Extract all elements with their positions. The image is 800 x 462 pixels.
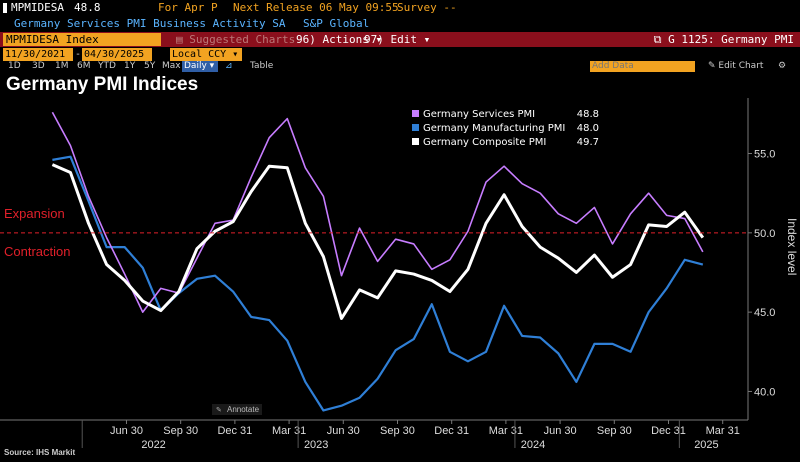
page-title: Germany PMI Indices xyxy=(6,74,199,95)
chevron-down-icon: ▾ xyxy=(416,33,431,46)
y-tick-label: 40.0 xyxy=(754,386,775,398)
legend-name-composite: Germany Composite PMI xyxy=(423,137,546,148)
ticker-marker xyxy=(3,3,7,13)
date-separator: - xyxy=(75,49,82,60)
end-date-input[interactable]: 04/30/2025 xyxy=(82,48,152,61)
legend: Germany Services PMI 48.8 Germany Manufact… xyxy=(408,105,606,157)
legend-value-composite: 49.7 xyxy=(577,137,599,148)
frequency-label: Daily xyxy=(184,61,207,71)
x-tick-label: Jun 30 xyxy=(544,425,577,437)
expansion-label: Expansion xyxy=(4,206,65,221)
annotate-label: Annotate xyxy=(227,405,260,414)
command-bar: MPMIDESA Index ▤ Suggested Charts 96) Ac… xyxy=(0,32,800,47)
edit-label: 97) Edit xyxy=(364,33,417,46)
date-range-bar: 11/30/2021 - 04/30/2025 Local CCY ▾ xyxy=(0,48,800,61)
series-layer xyxy=(51,111,705,412)
pencil-icon: ✎ xyxy=(708,61,719,71)
line-chart-icon[interactable]: ⊿ xyxy=(225,61,233,71)
legend-swatch-services xyxy=(412,110,419,117)
contraction-label: Contraction xyxy=(4,244,70,259)
pmi-line-chart[interactable]: Expansion Contraction 40.0 45.0 50.0 55.0 J… xyxy=(0,98,800,448)
security-subtitle: Germany Services PMI Business Activity S… xyxy=(0,16,800,32)
suggested-charts-button[interactable]: ▤ Suggested Charts xyxy=(176,32,295,47)
y-ticks: 40.0 45.0 50.0 55.0 xyxy=(748,149,775,398)
legend-value-services: 48.8 xyxy=(577,109,599,120)
x-tick-label: Mar 31 xyxy=(272,425,306,437)
external-link-icon: ⧉ xyxy=(653,33,669,46)
annotate-icon: ✎ xyxy=(216,406,222,414)
series-line-manufacturing xyxy=(52,155,704,412)
table-button[interactable]: Table xyxy=(250,61,274,71)
suggested-icon: ▤ xyxy=(176,33,190,46)
x-tick-label: Jun 30 xyxy=(110,425,143,437)
x-tick-label: Mar 31 xyxy=(489,425,523,437)
period-max[interactable]: Max xyxy=(162,61,181,71)
series-line-services xyxy=(51,111,704,313)
security-input[interactable]: MPMIDESA Index xyxy=(3,33,161,46)
period-3d[interactable]: 3D xyxy=(32,61,45,71)
suggested-charts-label: Suggested Charts xyxy=(189,33,296,46)
y-tick-label: 45.0 xyxy=(754,307,775,319)
period-5y[interactable]: 5Y xyxy=(144,61,156,71)
start-date-input[interactable]: 11/30/2021 xyxy=(3,48,73,61)
x-tick-label: Sep 30 xyxy=(163,425,198,437)
series-line-composite xyxy=(51,163,705,320)
legend-name-services: Germany Services PMI xyxy=(423,109,535,120)
y-tick-label: 50.0 xyxy=(754,228,775,240)
function-label: G 1125: Germany PMI xyxy=(668,33,794,46)
edit-menu[interactable]: 97) Edit ▾ xyxy=(364,32,430,47)
x-tick-label: Sep 30 xyxy=(597,425,632,437)
ticker-value: 48.8 xyxy=(74,1,101,14)
y-axis-title: Index level xyxy=(785,218,799,275)
settings-icon[interactable]: ⚙ xyxy=(778,61,787,71)
x-year-label: 2022 xyxy=(141,439,165,448)
survey: Survey -- xyxy=(397,1,457,14)
ticker-line: MPMIDESA 48.8 For Apr P Next Release 06 … xyxy=(0,0,800,16)
x-tick-label: Sep 30 xyxy=(380,425,415,437)
actions-label: 96) Actions xyxy=(296,33,369,46)
x-tick-label: Dec 31 xyxy=(217,425,252,437)
ticker-symbol[interactable]: MPMIDESA xyxy=(11,1,64,14)
period-1m[interactable]: 1M xyxy=(55,61,69,71)
x-year-label: 2024 xyxy=(521,439,545,448)
period-ytd[interactable]: YTD xyxy=(98,61,116,71)
security-source: S&P Global xyxy=(303,17,370,30)
legend-swatch-manufacturing xyxy=(412,124,419,131)
next-release: Next Release 06 May 09:55 xyxy=(233,1,399,14)
currency-select[interactable]: Local CCY ▾ xyxy=(170,48,242,61)
period-6m[interactable]: 6M xyxy=(77,61,91,71)
currency-label: Local CCY xyxy=(172,49,227,60)
x-ticks: Jun 30 Sep 30 Dec 31 Mar 31 Jun 30 Sep 30 Dec … xyxy=(81,420,740,448)
x-tick-label: Dec 31 xyxy=(651,425,686,437)
edit-chart-button[interactable]: ✎ Edit Chart xyxy=(708,61,763,72)
y-tick-label: 55.0 xyxy=(754,149,775,161)
frequency-select[interactable]: Daily ▾ xyxy=(182,61,218,72)
x-year-label: 2025 xyxy=(694,439,718,448)
chevron-down-icon: ▾ xyxy=(206,61,215,71)
legend-swatch-composite xyxy=(412,138,419,145)
chevron-down-icon: ▾ xyxy=(368,33,383,46)
x-year-label: 2023 xyxy=(304,439,328,448)
ticker-period: For Apr P xyxy=(158,1,218,14)
chevron-down-icon: ▾ xyxy=(226,49,239,60)
edit-chart-label: Edit Chart xyxy=(718,61,764,71)
period-bar: 1D 3D 1M 6M YTD 1Y 5Y Max Daily ▾ ⊿ Tabl… xyxy=(0,61,800,72)
security-description: Germany Services PMI Business Activity S… xyxy=(14,17,286,30)
period-1y[interactable]: 1Y xyxy=(124,61,136,71)
x-tick-label: Mar 31 xyxy=(706,425,740,437)
annotate-button[interactable]: ✎ Annotate xyxy=(212,404,262,415)
x-tick-label: Dec 31 xyxy=(434,425,469,437)
period-1d[interactable]: 1D xyxy=(8,61,21,71)
function-name[interactable]: ⧉ G 1125: Germany PMI xyxy=(654,32,794,47)
legend-value-manufacturing: 48.0 xyxy=(577,123,599,134)
x-tick-label: Jun 30 xyxy=(327,425,360,437)
add-data-input[interactable]: Add Data xyxy=(590,61,695,72)
legend-name-manufacturing: Germany Manufacturing PMI xyxy=(423,123,565,134)
actions-menu[interactable]: 96) Actions ▾ xyxy=(296,32,382,47)
source-note: Source: IHS Markit xyxy=(4,448,76,457)
